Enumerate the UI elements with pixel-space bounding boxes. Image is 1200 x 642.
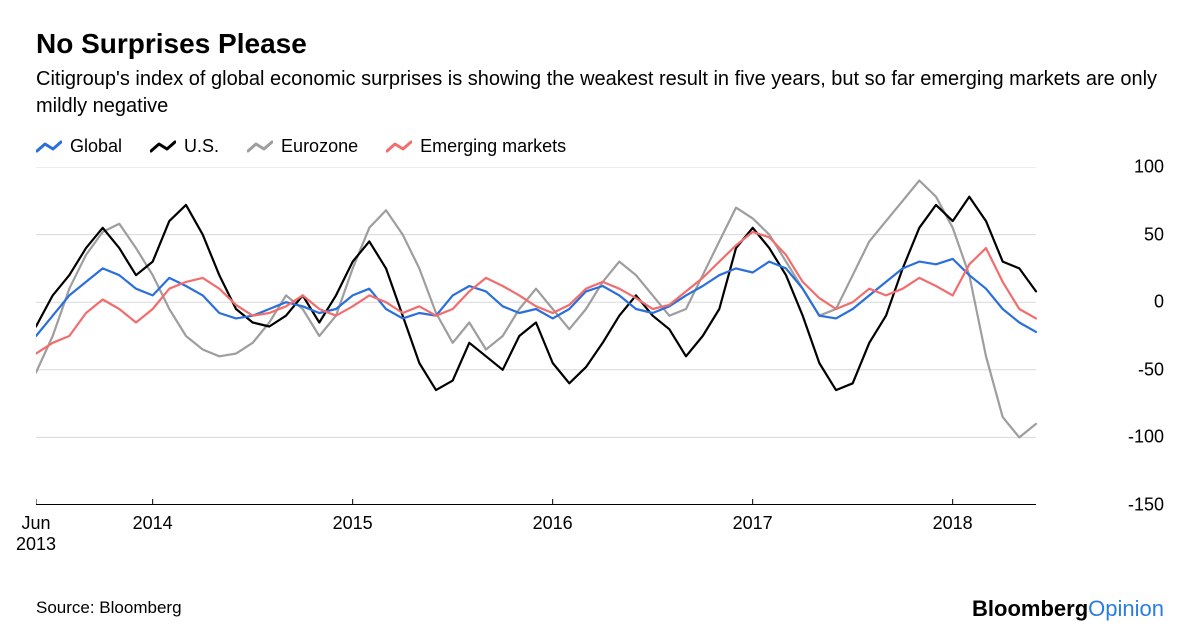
brand-part1: Bloomberg <box>972 596 1088 621</box>
x-axis-tick: 2014 <box>133 513 173 534</box>
legend-swatch <box>247 140 273 154</box>
line-chart-svg <box>36 167 1096 505</box>
legend: Global U.S. Eurozone Emerging markets <box>36 136 1164 157</box>
y-axis-tick: -50 <box>1138 359 1164 380</box>
legend-item: Global <box>36 136 122 157</box>
legend-label: U.S. <box>184 136 219 157</box>
chart-title: No Surprises Please <box>36 28 1164 60</box>
x-axis-tick: Jun2013 <box>16 513 56 555</box>
x-axis-tick: 2018 <box>933 513 973 534</box>
legend-swatch <box>36 140 62 154</box>
y-axis-tick: 100 <box>1134 157 1164 178</box>
brand-logo: BloombergOpinion <box>972 596 1164 622</box>
legend-label: Eurozone <box>281 136 358 157</box>
y-axis-tick: -100 <box>1128 427 1164 448</box>
legend-label: Global <box>70 136 122 157</box>
legend-swatch <box>386 140 412 154</box>
y-axis-tick: 0 <box>1154 292 1164 313</box>
x-axis-tick: 2015 <box>333 513 373 534</box>
legend-item: Eurozone <box>247 136 358 157</box>
x-axis-tick: 2017 <box>733 513 773 534</box>
source-text: Source: Bloomberg <box>36 598 182 618</box>
legend-label: Emerging markets <box>420 136 566 157</box>
legend-swatch <box>150 140 176 154</box>
legend-item: U.S. <box>150 136 219 157</box>
y-axis-tick: -150 <box>1128 495 1164 516</box>
chart-subtitle: Citigroup's index of global economic sur… <box>36 66 1164 120</box>
chart-area: 100500-50-100-150 Jun2013201420152016201… <box>36 167 1164 505</box>
y-axis-tick: 50 <box>1144 224 1164 245</box>
x-axis-tick: 2016 <box>533 513 573 534</box>
legend-item: Emerging markets <box>386 136 566 157</box>
brand-part2: Opinion <box>1088 596 1164 621</box>
